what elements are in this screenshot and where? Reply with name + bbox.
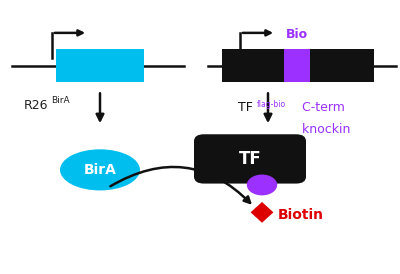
Ellipse shape xyxy=(60,149,140,190)
Bar xyxy=(56,49,144,82)
Text: Bio: Bio xyxy=(286,28,308,41)
Text: knockin: knockin xyxy=(298,123,350,136)
Circle shape xyxy=(247,175,277,195)
Text: C-term: C-term xyxy=(298,101,345,114)
FancyBboxPatch shape xyxy=(194,134,306,184)
Text: flag-bio: flag-bio xyxy=(257,100,286,109)
Bar xyxy=(284,49,310,82)
Text: R26: R26 xyxy=(24,99,48,112)
Text: BirA: BirA xyxy=(84,163,116,177)
Polygon shape xyxy=(250,202,274,223)
Text: TF: TF xyxy=(238,101,253,114)
Bar xyxy=(222,49,374,82)
Text: TF: TF xyxy=(239,150,261,168)
Text: Biotin: Biotin xyxy=(278,208,324,222)
Text: BirA: BirA xyxy=(51,96,70,105)
